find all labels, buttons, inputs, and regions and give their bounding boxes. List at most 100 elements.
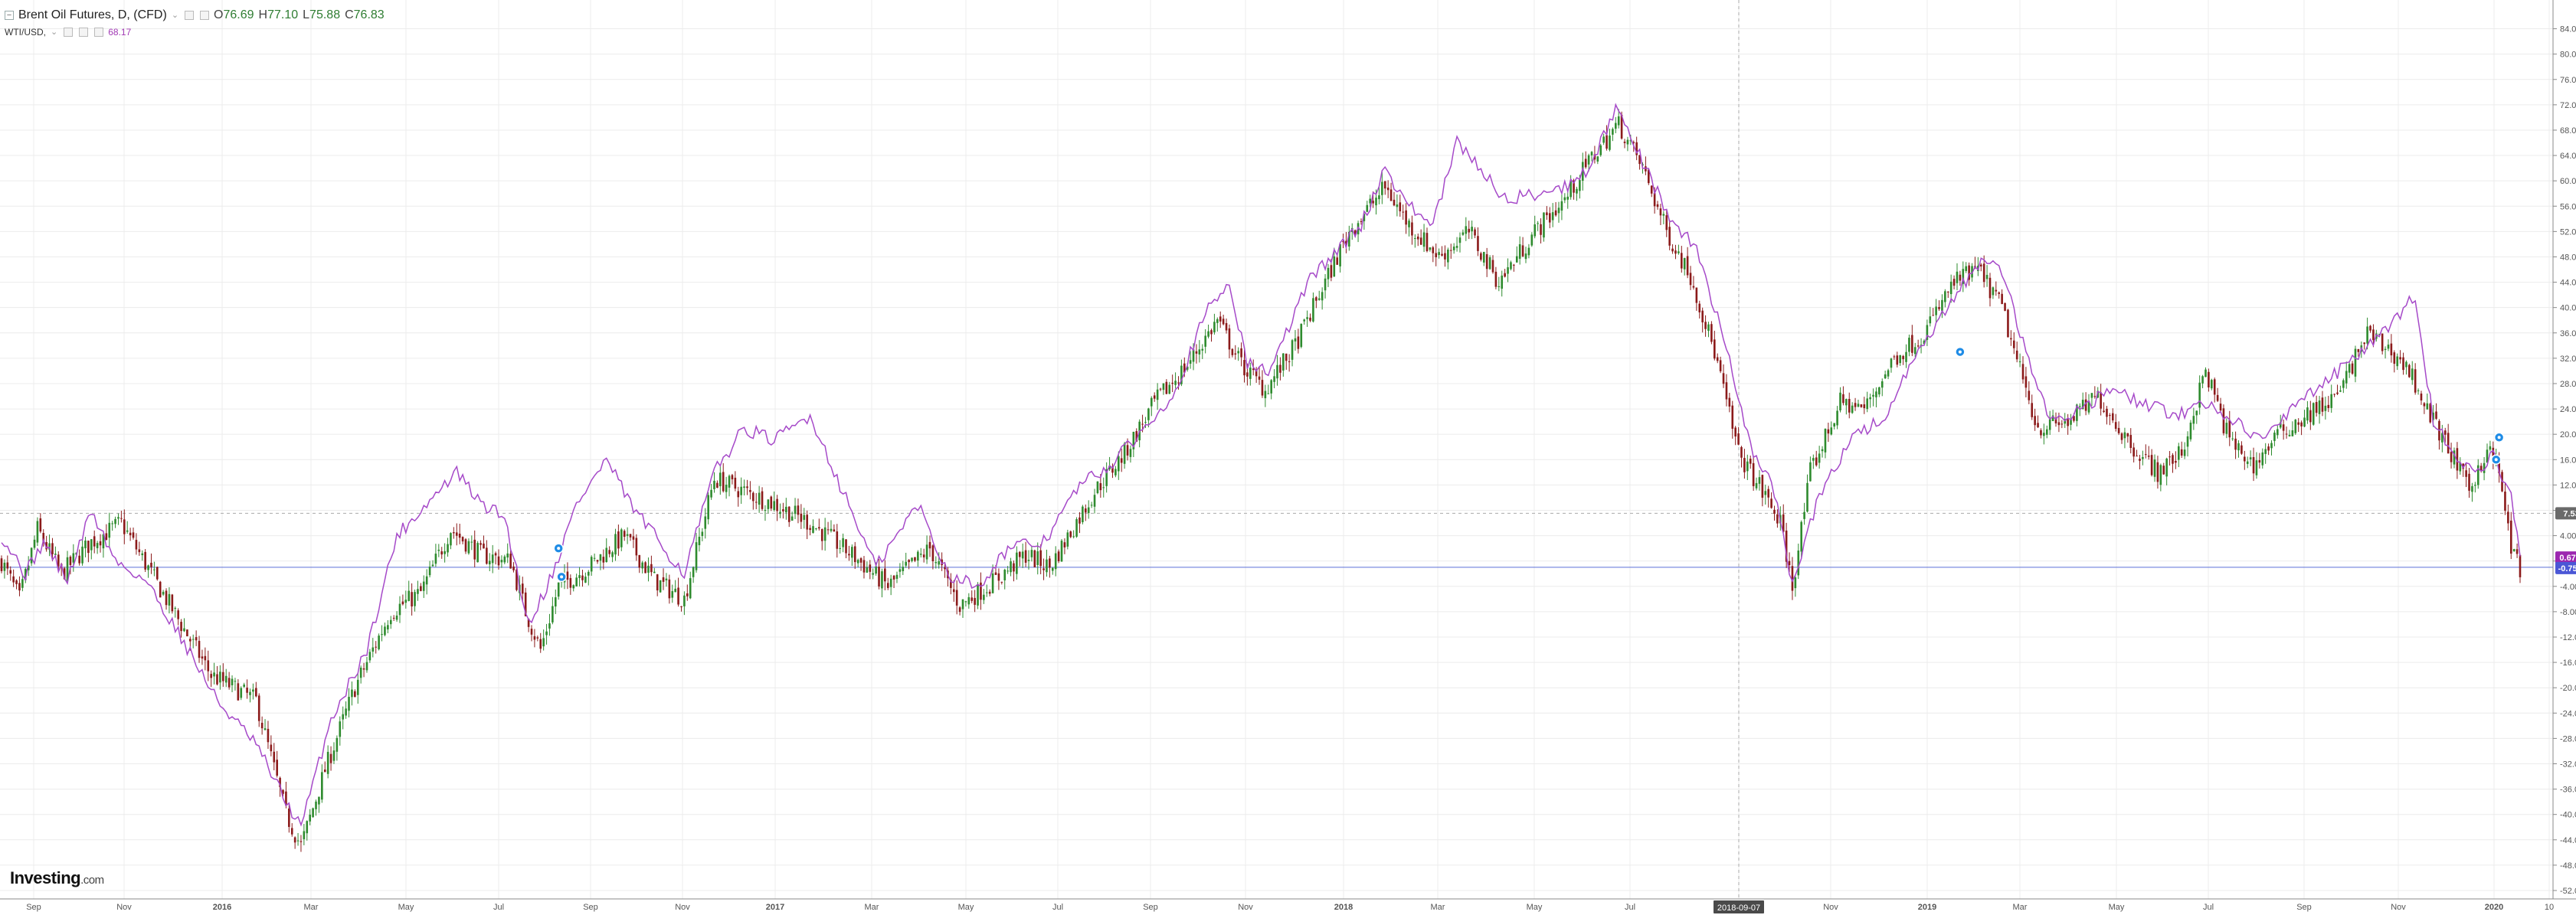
candle-body: [2192, 416, 2195, 424]
brent-candle: [689, 571, 692, 600]
candle-body: [1129, 449, 1132, 457]
brent-candle: [387, 619, 389, 634]
remove-icon[interactable]: [94, 28, 104, 37]
candle-body: [2270, 443, 2273, 449]
candle-body: [126, 530, 129, 532]
candle-body: [480, 543, 482, 545]
candle-body: [348, 697, 350, 711]
brent-candle: [18, 576, 21, 596]
brent-candle: [171, 593, 174, 614]
candle-body: [2084, 399, 2087, 411]
brent-candle: [488, 553, 491, 572]
candle-body: [1099, 483, 1102, 491]
brent-candle: [2351, 361, 2354, 375]
candle-body: [2067, 419, 2069, 426]
brent-candle: [186, 629, 188, 637]
hide-icon[interactable]: [200, 11, 210, 20]
brent-candle: [632, 528, 635, 548]
candle-body: [1614, 123, 1617, 129]
brent-candle: [1782, 504, 1785, 533]
candle-body: [1845, 399, 1848, 406]
brent-candle: [848, 545, 850, 561]
brent-candle: [243, 682, 245, 688]
brent-candle: [1656, 201, 1659, 210]
brent-candle: [1043, 558, 1045, 580]
candle-body: [1105, 469, 1108, 486]
brent-candle: [90, 538, 93, 560]
brent-candle: [1267, 384, 1270, 394]
candle-body: [1474, 229, 1476, 236]
candle-body: [1330, 265, 1333, 278]
candle-body: [545, 631, 548, 636]
candle-body: [944, 567, 946, 570]
candle-body: [1916, 345, 1920, 347]
x-tick-label: Nov: [1823, 903, 1838, 912]
candle-body: [2126, 433, 2129, 437]
chevron-down-icon[interactable]: ⌄: [51, 28, 58, 37]
candle-body: [120, 518, 123, 519]
brent-candle: [2486, 443, 2489, 463]
candle-body: [1108, 466, 1111, 469]
candle-body: [1402, 211, 1405, 213]
candle-body: [895, 574, 898, 579]
candle-body: [1201, 348, 1204, 351]
candle-body: [856, 560, 859, 564]
brent-candle: [1521, 237, 1524, 257]
candle-body: [1306, 317, 1308, 319]
brent-candle: [2012, 332, 2015, 355]
candle-body: [33, 539, 36, 548]
candle-body: [1985, 274, 1988, 279]
legend-main-title[interactable]: Brent Oil Futures, D, (CFD): [18, 8, 167, 21]
brent-candle: [2471, 482, 2473, 502]
candle-body: [1115, 469, 1117, 475]
candle-body: [2309, 410, 2312, 423]
x-tick-label: 2016: [213, 903, 231, 912]
candle-body: [848, 554, 850, 556]
candle-body: [1695, 287, 1698, 303]
brent-candle: [2297, 418, 2299, 433]
candle-body: [368, 652, 372, 661]
chevron-down-icon[interactable]: ⌄: [171, 11, 179, 20]
brent-candle: [1117, 451, 1120, 480]
candle-body: [2476, 465, 2479, 485]
brent-candle: [2476, 459, 2479, 489]
brent-candle: [527, 618, 530, 632]
legend-compare-title[interactable]: WTI/USD,: [5, 27, 46, 38]
candle-body: [447, 544, 449, 553]
settings-icon[interactable]: [64, 28, 74, 37]
candle-body: [1773, 509, 1776, 514]
brent-candle: [692, 566, 695, 583]
x-tick-label: Sep: [2296, 903, 2312, 912]
candle-body: [2225, 423, 2228, 434]
candle-body: [1057, 551, 1060, 561]
hide-icon[interactable]: [79, 28, 89, 37]
candle-body: [1941, 299, 1943, 312]
candle-body: [1905, 351, 1907, 362]
candle-body: [57, 554, 60, 567]
collapse-icon[interactable]: −: [5, 11, 14, 20]
candle-body: [2168, 456, 2171, 458]
candle-body: [1252, 368, 1255, 371]
candle-body: [375, 646, 378, 648]
brent-candle: [1938, 300, 1940, 312]
candle-body: [159, 581, 162, 598]
candle-body: [911, 557, 913, 561]
candle-body: [135, 540, 138, 550]
brent-candle: [931, 544, 934, 570]
brent-candle: [1123, 442, 1126, 469]
candle-body: [2211, 380, 2213, 389]
candle-body: [1294, 338, 1297, 341]
brent-candle: [1024, 541, 1027, 567]
candle-body: [1848, 398, 1851, 413]
candle-body: [902, 567, 905, 571]
brent-candle: [895, 571, 898, 583]
candle-body: [219, 672, 221, 683]
settings-icon[interactable]: [185, 11, 195, 20]
brent-candle: [961, 599, 964, 618]
candle-body: [889, 578, 892, 587]
brent-candle: [1072, 530, 1075, 539]
candle-body: [1414, 238, 1416, 240]
candle-body: [1309, 317, 1311, 321]
brent-candle: [1066, 529, 1069, 550]
